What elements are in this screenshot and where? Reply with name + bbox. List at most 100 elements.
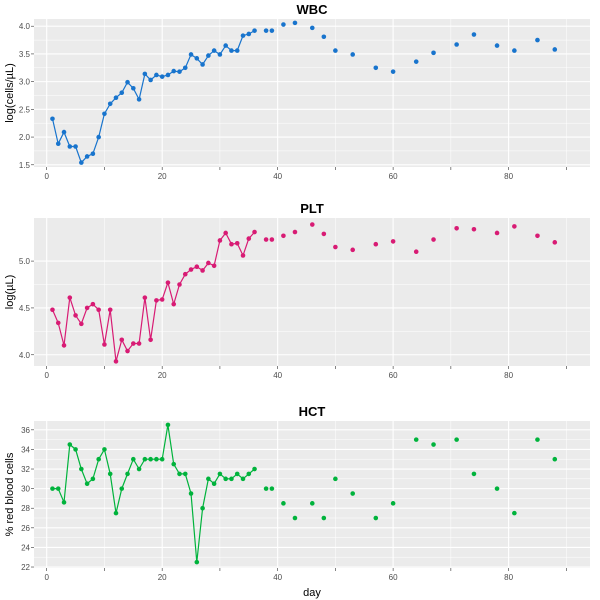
data-point [512, 224, 517, 229]
data-point [159, 456, 165, 462]
data-point [113, 510, 119, 516]
data-point [350, 52, 356, 57]
data-point [55, 486, 61, 491]
data-point [229, 476, 234, 482]
data-point [90, 476, 96, 482]
data-point [96, 134, 101, 140]
data-point [188, 52, 194, 57]
data-point [431, 237, 436, 242]
data-point [177, 471, 182, 477]
x-axis-label: day [303, 587, 321, 599]
data-point [552, 456, 558, 462]
data-point [73, 144, 78, 149]
data-point [182, 65, 188, 71]
data-point [281, 233, 286, 239]
y-tick-label: 22 [21, 563, 30, 572]
data-point [200, 505, 205, 511]
data-point [552, 47, 558, 52]
y-axis-label: % red blood cells [4, 452, 16, 536]
data-point [535, 233, 540, 239]
data-point [84, 154, 90, 159]
data-point [240, 33, 246, 38]
data-point [194, 264, 200, 270]
data-point [263, 28, 269, 33]
data-point [454, 437, 459, 442]
data-point [234, 48, 240, 53]
data-point [159, 74, 165, 79]
data-point [165, 72, 171, 78]
data-point [281, 501, 286, 506]
x-tick-label: 40 [273, 573, 282, 582]
data-point [431, 50, 436, 56]
data-point [194, 56, 200, 61]
data-point [431, 442, 436, 447]
data-point [171, 301, 177, 307]
data-point [165, 422, 171, 428]
data-point [107, 471, 113, 477]
data-point [125, 348, 130, 354]
data-point [206, 476, 211, 482]
data-point [292, 229, 298, 235]
x-tick-label: 20 [158, 371, 167, 380]
x-tick-label: 60 [389, 371, 398, 380]
data-point [107, 307, 113, 313]
data-point [390, 239, 396, 244]
data-point [535, 437, 540, 442]
data-point [373, 65, 379, 71]
data-point [148, 456, 153, 462]
data-point [177, 282, 182, 287]
data-point [223, 43, 228, 48]
data-point [413, 59, 419, 64]
data-point [413, 249, 419, 255]
panel-hct: 22 24 26 28 30 32 34 36 0 20 40 60 80 HCT % red blood … [4, 404, 590, 599]
data-point [234, 240, 240, 246]
data-point [263, 237, 269, 242]
data-point [67, 144, 73, 149]
data-point [154, 456, 159, 462]
data-point [61, 343, 67, 348]
data-point [131, 85, 136, 91]
data-point [269, 237, 275, 242]
data-point [188, 267, 194, 272]
data-point [454, 226, 459, 231]
x-tick-label: 80 [504, 172, 513, 181]
data-point [55, 320, 61, 326]
data-point [309, 501, 315, 506]
data-point [165, 280, 171, 285]
y-tick-label: 2.0 [19, 133, 31, 142]
data-point [96, 456, 101, 462]
data-point [90, 301, 96, 307]
data-point [211, 263, 217, 269]
data-point [206, 260, 211, 266]
data-point [142, 71, 148, 77]
data-point [252, 466, 257, 472]
data-point [182, 271, 188, 277]
data-point [211, 48, 217, 53]
chart-title: WBC [296, 2, 328, 17]
data-point [252, 229, 257, 235]
data-point [229, 48, 234, 53]
chart-title: HCT [299, 404, 326, 419]
data-point [200, 62, 205, 67]
y-tick-label: 1.5 [19, 161, 31, 170]
data-point [102, 111, 107, 117]
y-tick-label: 4.0 [19, 22, 31, 31]
data-point [96, 307, 101, 313]
data-point [142, 456, 148, 462]
data-point [194, 559, 200, 565]
data-point [79, 321, 84, 327]
x-tick-label: 0 [44, 371, 49, 380]
data-point [494, 43, 500, 48]
data-point [223, 476, 228, 482]
y-tick-label: 3.5 [19, 50, 31, 59]
data-point [333, 244, 338, 250]
data-point [246, 471, 252, 477]
data-point [50, 307, 55, 313]
y-tick-label: 34 [21, 445, 30, 454]
data-point [171, 461, 177, 467]
data-point [309, 222, 315, 227]
data-point [454, 42, 459, 47]
data-point [113, 95, 119, 101]
data-point [471, 471, 477, 477]
data-point [373, 241, 379, 247]
